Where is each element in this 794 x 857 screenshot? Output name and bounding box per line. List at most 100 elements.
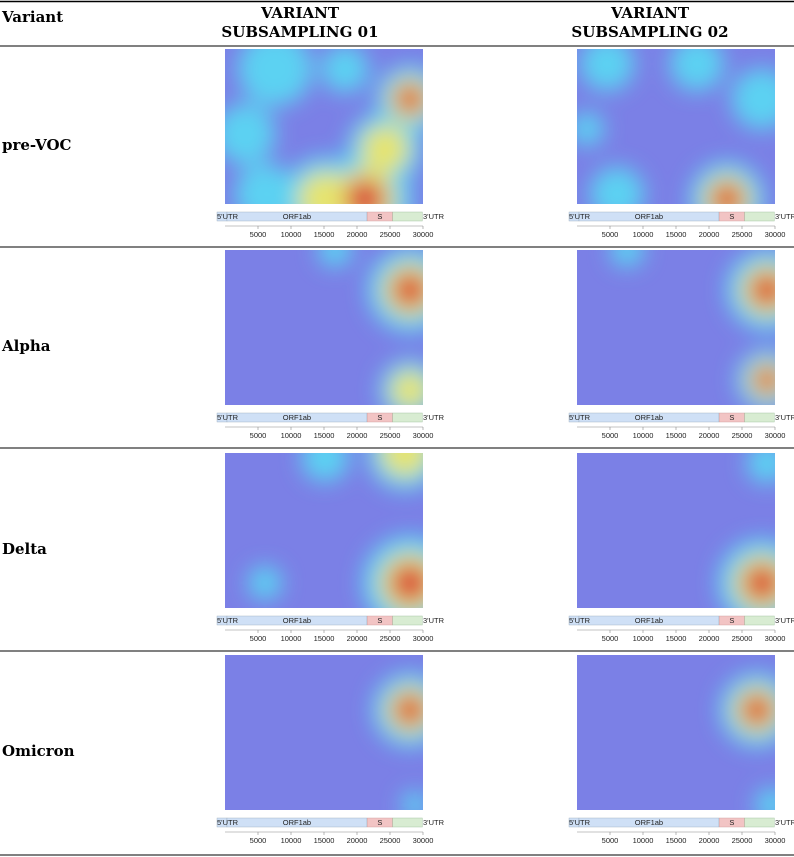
blob: [755, 788, 775, 810]
genome-tick-label: 20000: [699, 634, 720, 643]
genome-tick-label: 15000: [666, 230, 687, 239]
blob: [589, 166, 645, 204]
heatmap: 5'UTR ORF1ab S 3'UTR 5000 10000 15000 20000 2500…: [568, 49, 794, 239]
genome-label: S: [729, 616, 734, 625]
genome-tick-label: 30000: [765, 634, 786, 643]
genome-tick-label: 20000: [699, 230, 720, 239]
genome-tick-label: 15000: [666, 634, 687, 643]
blob: [610, 250, 644, 267]
genome-label: 5'UTR: [569, 818, 591, 827]
blob: [741, 694, 773, 726]
genome-tick-label: 20000: [699, 431, 720, 440]
genome-accessory: [392, 412, 423, 423]
blob: [392, 272, 423, 308]
genome-tick-label: 10000: [633, 836, 654, 845]
genome-accessory: [392, 817, 423, 828]
genome-tick-label: 10000: [633, 431, 654, 440]
blob: [234, 163, 296, 204]
heatmap: 5'UTR ORF1ab S 3'UTR 5000 10000 15000 20000 2500…: [216, 250, 445, 440]
blob: [345, 179, 385, 204]
genome-tick-label: 10000: [281, 230, 302, 239]
genome-tick-label: 25000: [380, 836, 401, 845]
genome-tick-label: 5000: [602, 634, 619, 643]
header-cell: VARIANT: [260, 4, 340, 22]
blob: [743, 564, 775, 602]
genome-accessory: [392, 211, 423, 222]
genome-tick-label: 25000: [380, 634, 401, 643]
genome-tick-label: 5000: [250, 634, 267, 643]
blob: [225, 103, 276, 165]
genome-label: ORF1ab: [635, 413, 663, 422]
genome-tick-label: 25000: [380, 230, 401, 239]
blob: [746, 453, 775, 484]
blob: [237, 49, 313, 107]
genome-tick-label: 5000: [602, 230, 619, 239]
blob: [731, 68, 775, 130]
genome-tick-label: 10000: [281, 836, 302, 845]
genome-tick-label: 20000: [347, 431, 368, 440]
genome-label: ORF1ab: [283, 818, 311, 827]
genome-tick-label: 15000: [314, 230, 335, 239]
genome-tick-label: 15000: [314, 634, 335, 643]
genome-tick-label: 10000: [281, 634, 302, 643]
genome-tick-label: 10000: [633, 634, 654, 643]
genome-orf1ab: [226, 615, 368, 626]
heatmap-field: [577, 655, 775, 810]
genome-tick-label: 15000: [666, 836, 687, 845]
blob: [318, 250, 352, 267]
header-cell: SUBSAMPLING 01: [221, 23, 378, 41]
heatmap: 5'UTR ORF1ab S 3'UTR 5000 10000 15000 20000 2500…: [216, 453, 445, 643]
blob: [301, 453, 349, 482]
genome-accessory: [744, 412, 775, 423]
genome-label: S: [729, 413, 734, 422]
genome-accessory: [744, 211, 775, 222]
genome-orf1ab: [578, 412, 720, 423]
genome-label: ORF1ab: [283, 212, 311, 221]
blob: [750, 273, 775, 307]
heatmap-field: [577, 49, 775, 204]
heatmap-blobs: [225, 49, 423, 204]
genome-label: ORF1ab: [635, 818, 663, 827]
genome-tick-label: 15000: [314, 431, 335, 440]
genome-tick-label: 25000: [732, 634, 753, 643]
blob: [248, 566, 282, 600]
genome-label: 5'UTR: [569, 212, 591, 221]
genome-label: 5'UTR: [217, 212, 239, 221]
heatmap-blobs: [719, 672, 775, 810]
blob: [401, 791, 423, 810]
genome-accessory: [744, 615, 775, 626]
blob: [390, 563, 423, 603]
genome-orf1ab: [578, 211, 720, 222]
heatmap-blobs: [372, 672, 423, 810]
blob: [754, 367, 775, 393]
genome-tick-label: 20000: [699, 836, 720, 845]
genome-label: 5'UTR: [217, 818, 239, 827]
genome-label: 3'UTR: [775, 212, 794, 221]
genome-tick-label: 25000: [732, 431, 753, 440]
genome-tick-label: 30000: [413, 836, 434, 845]
genome-label: S: [377, 212, 382, 221]
blob: [321, 49, 369, 93]
genome-accessory: [392, 615, 423, 626]
genome-label: 5'UTR: [569, 616, 591, 625]
heatmap-field: [225, 250, 423, 405]
heatmap: 5'UTR ORF1ab S 3'UTR 5000 10000 15000 20000 2500…: [216, 655, 445, 845]
heatmap-field: [225, 453, 423, 608]
genome-tick-label: 5000: [250, 230, 267, 239]
genome-label: ORF1ab: [635, 212, 663, 221]
genome-orf1ab: [578, 615, 720, 626]
heatmap-field: [577, 250, 775, 405]
blob: [396, 85, 423, 113]
genome-tick-label: 10000: [633, 230, 654, 239]
genome-orf1ab: [226, 412, 368, 423]
heatmap-blobs: [577, 49, 775, 204]
genome-tick-label: 30000: [413, 230, 434, 239]
header-cell: SUBSAMPLING 02: [571, 23, 728, 41]
row-label: pre-VOC: [2, 136, 72, 154]
genome-label: 3'UTR: [775, 616, 794, 625]
genome-tick-label: 20000: [347, 836, 368, 845]
row-label: Omicron: [2, 742, 75, 760]
genome-label: ORF1ab: [283, 616, 311, 625]
genome-label: 3'UTR: [423, 413, 445, 422]
